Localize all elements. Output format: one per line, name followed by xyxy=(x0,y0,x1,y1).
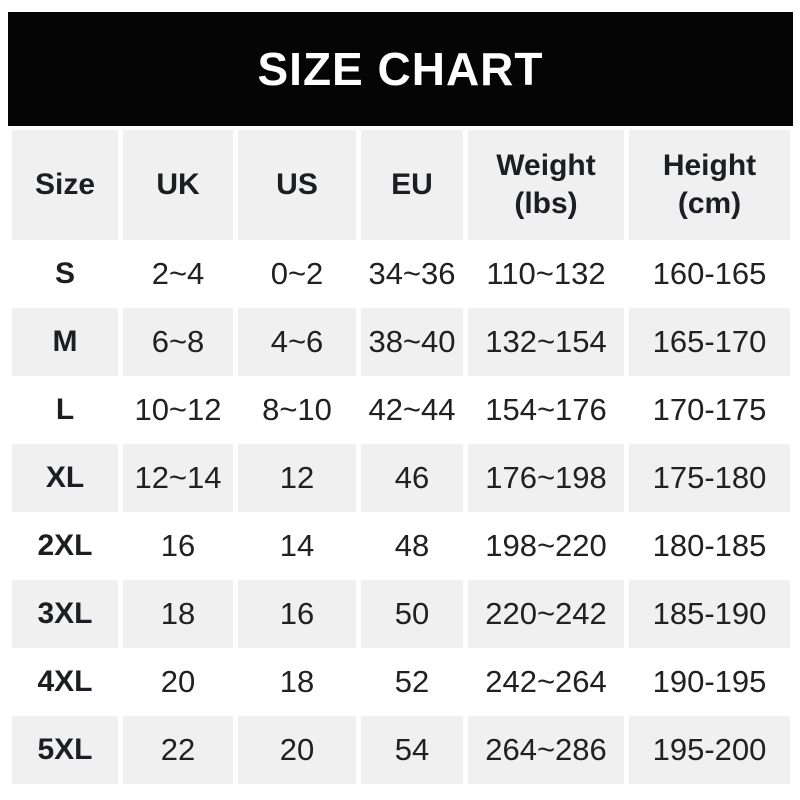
cell-uk: 18 xyxy=(123,580,233,648)
cell-size: M xyxy=(12,308,118,376)
column-header-weight: Weight (lbs) xyxy=(468,130,624,240)
column-header-label: Size xyxy=(34,168,96,201)
cell-us: 14 xyxy=(279,528,315,563)
cell-uk: 16 xyxy=(160,528,196,563)
cell-height: 180-185 xyxy=(652,528,767,563)
cell-weight: 110~132 xyxy=(486,256,606,291)
cell-eu: 54 xyxy=(361,716,463,784)
column-header-unit: (cm) xyxy=(677,187,742,220)
cell-eu: 38~40 xyxy=(361,308,463,376)
page-title: SIZE CHART xyxy=(257,43,544,95)
cell-weight: 264~286 xyxy=(468,716,624,784)
column-header-label: Weight xyxy=(496,149,596,182)
cell-us: 4~6 xyxy=(238,308,356,376)
cell-weight: 132~154 xyxy=(468,308,624,376)
cell-size: 3XL xyxy=(12,580,118,648)
column-header-label: EU xyxy=(391,168,433,201)
title-banner: SIZE CHART xyxy=(8,12,793,126)
cell-size: 2XL xyxy=(37,529,93,562)
table-row: 5XL 22 20 54 264~286 195-200 xyxy=(12,716,790,784)
table-row: M 6~8 4~6 38~40 132~154 165-170 xyxy=(12,308,790,376)
cell-us: 8~10 xyxy=(262,392,332,427)
cell-uk: 12~14 xyxy=(123,444,233,512)
cell-uk: 6~8 xyxy=(123,308,233,376)
cell-eu: 52 xyxy=(394,664,430,699)
column-header-size: Size xyxy=(12,130,118,240)
cell-height: 170-175 xyxy=(652,392,767,427)
table-row: S 2~4 0~2 34~36 110~132 160-165 xyxy=(12,240,790,308)
column-header-label: UK xyxy=(156,168,200,201)
cell-eu: 46 xyxy=(361,444,463,512)
size-chart-page: SIZE CHART Size UK US EU Weight (lbs) He… xyxy=(0,12,800,800)
column-header-unit: (lbs) xyxy=(514,187,578,220)
cell-weight: 176~198 xyxy=(468,444,624,512)
column-header-height: Height (cm) xyxy=(629,130,790,240)
cell-weight: 154~176 xyxy=(485,392,607,427)
cell-uk: 2~4 xyxy=(151,256,205,291)
table-row: L 10~12 8~10 42~44 154~176 170-175 xyxy=(12,376,790,444)
size-chart-table: Size UK US EU Weight (lbs) Height (cm) S… xyxy=(12,130,790,784)
cell-us: 18 xyxy=(279,664,315,699)
cell-height: 165-170 xyxy=(629,308,790,376)
cell-height: 175-180 xyxy=(629,444,790,512)
cell-size: 4XL xyxy=(37,665,93,698)
column-header-uk: UK xyxy=(123,130,233,240)
cell-height: 160-165 xyxy=(652,256,767,291)
column-header-us: US xyxy=(238,130,356,240)
cell-size: L xyxy=(55,393,75,426)
cell-height: 190-195 xyxy=(652,664,767,699)
cell-size: S xyxy=(54,257,75,290)
cell-height: 195-200 xyxy=(629,716,790,784)
column-header-eu: EU xyxy=(361,130,463,240)
cell-eu: 50 xyxy=(361,580,463,648)
cell-size: 5XL xyxy=(12,716,118,784)
cell-us: 16 xyxy=(238,580,356,648)
cell-uk: 22 xyxy=(123,716,233,784)
cell-uk: 10~12 xyxy=(134,392,222,427)
table-header-row: Size UK US EU Weight (lbs) Height (cm) xyxy=(12,130,790,240)
cell-us: 20 xyxy=(238,716,356,784)
cell-weight: 242~264 xyxy=(485,664,607,699)
cell-size: XL xyxy=(12,444,118,512)
cell-weight: 198~220 xyxy=(485,528,607,563)
table-row: 4XL 20 18 52 242~264 190-195 xyxy=(12,648,790,716)
column-header-label: US xyxy=(276,168,318,201)
table-row: 2XL 16 14 48 198~220 180-185 xyxy=(12,512,790,580)
cell-us: 12 xyxy=(238,444,356,512)
cell-eu: 42~44 xyxy=(368,392,456,427)
cell-uk: 20 xyxy=(160,664,196,699)
cell-us: 0~2 xyxy=(270,256,324,291)
cell-weight: 220~242 xyxy=(468,580,624,648)
cell-height: 185-190 xyxy=(629,580,790,648)
cell-eu: 34~36 xyxy=(368,256,456,291)
table-row: 3XL 18 16 50 220~242 185-190 xyxy=(12,580,790,648)
cell-eu: 48 xyxy=(394,528,430,563)
table-row: XL 12~14 12 46 176~198 175-180 xyxy=(12,444,790,512)
column-header-label: Height xyxy=(662,149,757,182)
